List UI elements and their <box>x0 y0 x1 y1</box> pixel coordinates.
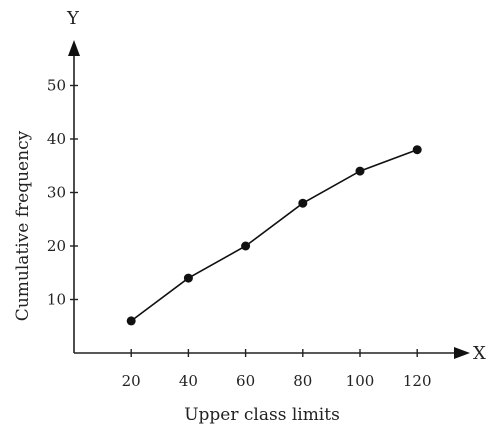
x-tick-label: 100 <box>346 372 375 390</box>
x-axis-arrow <box>454 347 470 359</box>
x-tick-label: 120 <box>403 372 432 390</box>
data-point <box>355 166 365 176</box>
x-tick-label: 80 <box>293 372 312 390</box>
data-point <box>412 145 422 155</box>
x-tick-label: 20 <box>122 372 141 390</box>
cumulative-frequency-line <box>130 148 418 322</box>
x-tick-label: 40 <box>179 372 198 390</box>
data-point <box>126 316 136 326</box>
y-ticks: 10 20 30 40 50 <box>47 77 78 309</box>
y-tick-label: 40 <box>47 130 66 148</box>
axes: X Y <box>66 8 486 364</box>
y-tick-label: 30 <box>47 184 66 202</box>
y-axis-title: Cumulative frequency <box>13 130 33 321</box>
data-point <box>183 273 193 283</box>
series <box>126 145 422 326</box>
x-ticks: 20 40 60 80 100 120 <box>122 349 432 390</box>
x-tick-label: 60 <box>236 372 255 390</box>
y-axis-arrow <box>68 40 80 56</box>
data-point <box>241 241 251 251</box>
data-point <box>298 198 308 208</box>
y-tick-label: 20 <box>47 237 66 255</box>
y-axis-letter: Y <box>66 8 80 29</box>
x-axis-letter: X <box>473 343 486 364</box>
y-tick-label: 10 <box>47 291 66 309</box>
x-axis-title: Upper class limits <box>184 405 340 425</box>
y-tick-label: 50 <box>47 77 66 95</box>
